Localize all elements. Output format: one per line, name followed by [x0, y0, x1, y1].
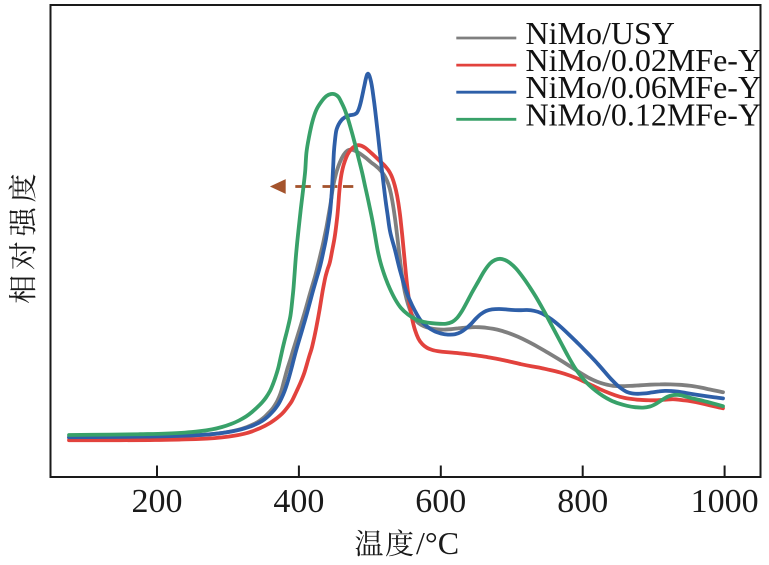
svg-text:1000: 1000	[691, 483, 759, 520]
svg-text:600: 600	[415, 483, 466, 520]
svg-text:400: 400	[273, 483, 324, 520]
svg-text:200: 200	[132, 483, 183, 520]
svg-text:NiMo/0.12MFe-Y: NiMo/0.12MFe-Y	[526, 96, 762, 132]
svg-text:NiMo/USY: NiMo/USY	[526, 15, 675, 51]
svg-text:/°C: /°C	[416, 525, 459, 561]
svg-text:NiMo/0.02MFe-Y: NiMo/0.02MFe-Y	[526, 42, 762, 78]
svg-text:800: 800	[557, 483, 608, 520]
svg-text:NiMo/0.06MFe-Y: NiMo/0.06MFe-Y	[526, 69, 762, 105]
